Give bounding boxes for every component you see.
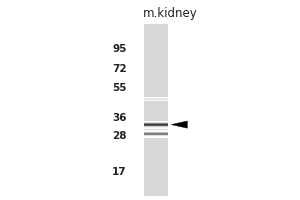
Bar [144,137,168,138]
Bar [144,125,168,126]
Bar [144,125,168,126]
Bar [144,99,168,100]
Bar [144,121,168,122]
Text: 36: 36 [112,113,127,123]
Bar [144,133,168,134]
Bar [144,97,168,98]
Bar [144,131,168,132]
Bar [144,126,168,127]
Text: 55: 55 [112,83,127,93]
Bar [144,100,168,101]
Bar [144,122,168,123]
Text: 28: 28 [112,131,127,141]
Bar [144,134,168,135]
Text: 95: 95 [112,44,127,54]
Bar [144,123,168,124]
Bar [144,124,168,125]
Polygon shape [171,121,187,128]
Bar [144,127,168,128]
Text: 17: 17 [112,167,127,177]
Text: 72: 72 [112,64,127,74]
Bar [144,132,168,133]
Bar [144,128,168,129]
Bar [144,24,168,196]
Bar [144,135,168,136]
Bar [144,98,168,99]
Text: m.kidney: m.kidney [143,7,198,20]
Bar [144,136,168,137]
Bar [144,130,168,131]
